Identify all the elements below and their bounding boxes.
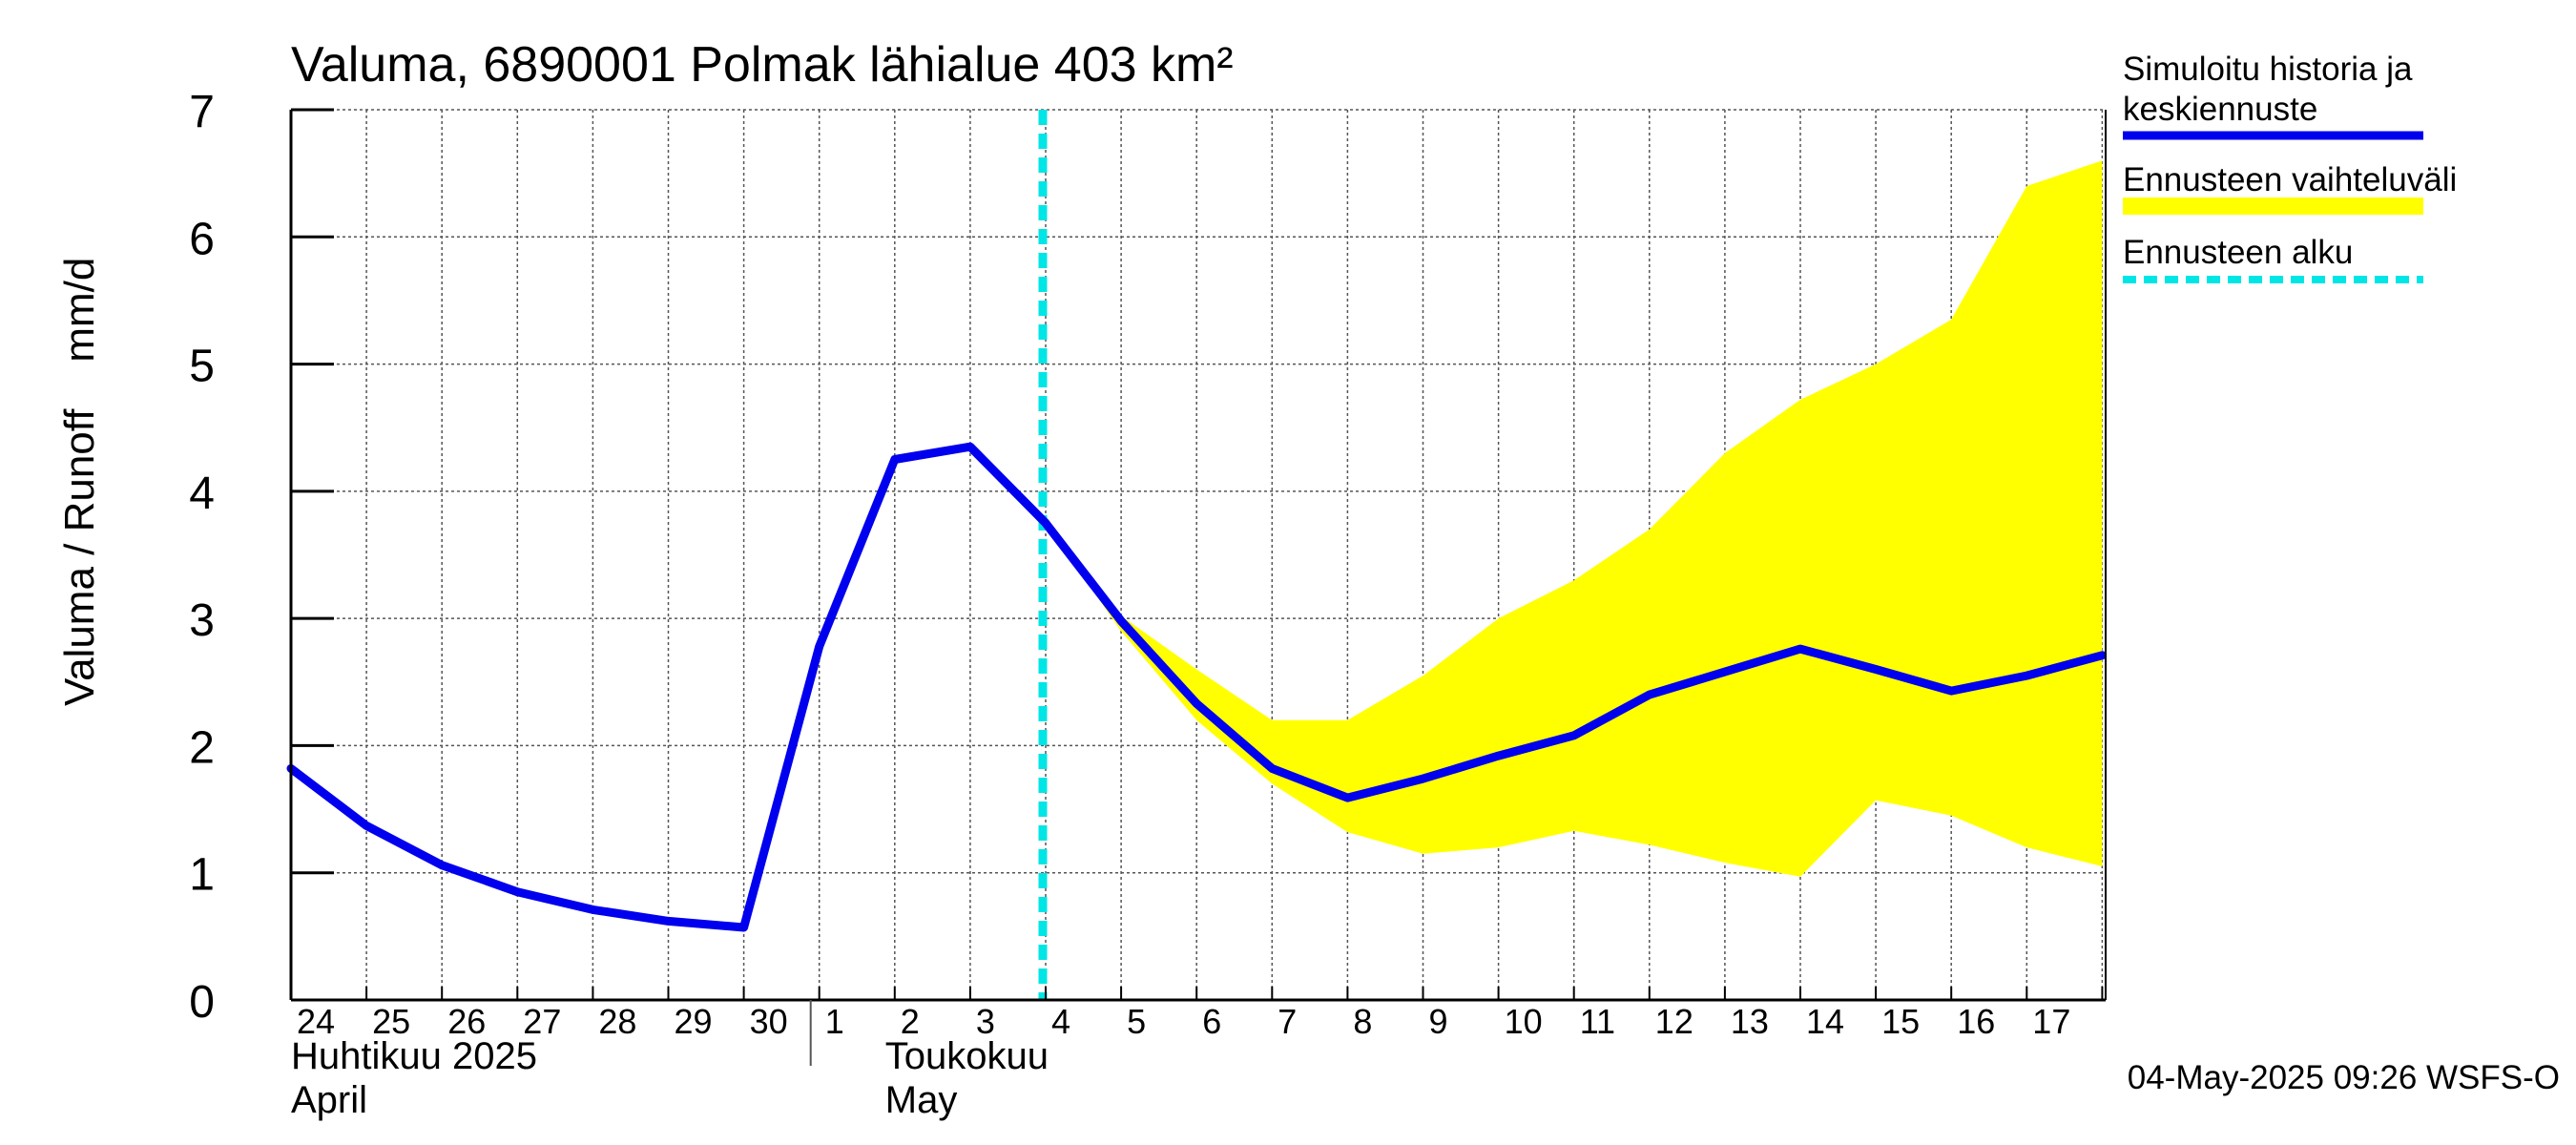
forecast-range-band	[1046, 160, 2103, 877]
x-tick-label: 13	[1731, 1002, 1769, 1041]
y-axis-label: Valuma / Runoff mm/d	[56, 258, 103, 706]
x-tick-label: 10	[1505, 1002, 1543, 1041]
month-label-en: May	[885, 1079, 958, 1121]
x-tick-label: 7	[1278, 1002, 1297, 1041]
legend-label: Simuloitu historia ja	[2123, 51, 2413, 88]
x-tick-label: 26	[447, 1002, 486, 1041]
x-tick-label: 6	[1202, 1002, 1221, 1041]
x-tick-label: 2	[901, 1002, 920, 1041]
x-tick-label: 17	[2032, 1002, 2070, 1041]
legend-label: Ennusteen vaihteluväli	[2123, 161, 2457, 198]
forecast-range-area	[1046, 160, 2103, 877]
x-axis-ticks: 24 25 26 27 28 29 30 1 2 3 4 5 6 7 8 9 10 11 12 13 14 15 16 17	[290, 987, 2104, 1066]
x-tick-label: 1	[825, 1002, 844, 1041]
y-tick-label: 4	[189, 468, 215, 519]
month-label-fi: Toukokuu	[885, 1035, 1049, 1077]
y-tick-label: 5	[189, 342, 215, 392]
x-tick-label: 9	[1429, 1002, 1448, 1041]
legend-label: Ennusteen alku	[2123, 234, 2353, 271]
x-tick-label: 16	[1957, 1002, 1995, 1041]
x-tick-label: 14	[1806, 1002, 1844, 1041]
y-tick-label: 6	[189, 214, 215, 264]
x-tick-label: 5	[1127, 1002, 1146, 1041]
x-tick-label: 4	[1051, 1002, 1070, 1041]
y-tick-label: 7	[189, 87, 215, 137]
x-tick-label: 30	[750, 1002, 788, 1041]
y-tick-label: 0	[189, 977, 215, 1028]
x-tick-label: 24	[297, 1002, 335, 1041]
x-tick-label: 29	[675, 1002, 713, 1041]
y-tick-label: 1	[189, 850, 215, 901]
x-tick-label: 11	[1580, 1002, 1615, 1041]
x-tick-label: 15	[1881, 1002, 1920, 1041]
y-axis-ticks: 0 1 2 3 4 5 6 7	[189, 87, 334, 1028]
month-label-fi: Huhtikuu 2025	[291, 1035, 537, 1077]
chart-title: Valuma, 6890001 Polmak lähialue 403 km²	[291, 37, 1234, 93]
month-label-en: April	[291, 1079, 367, 1121]
footer-timestamp: 04-May-2025 09:26 WSFS-O	[2128, 1059, 2560, 1096]
y-tick-label: 2	[189, 722, 215, 773]
x-tick-label: 12	[1655, 1002, 1693, 1041]
x-tick-label: 28	[598, 1002, 636, 1041]
legend-label: keskiennuste	[2123, 91, 2317, 128]
x-tick-label: 3	[976, 1002, 995, 1041]
x-tick-label: 27	[523, 1002, 561, 1041]
x-tick-label: 25	[372, 1002, 410, 1041]
y-tick-label: 3	[189, 595, 215, 646]
x-tick-label: 8	[1353, 1002, 1372, 1041]
